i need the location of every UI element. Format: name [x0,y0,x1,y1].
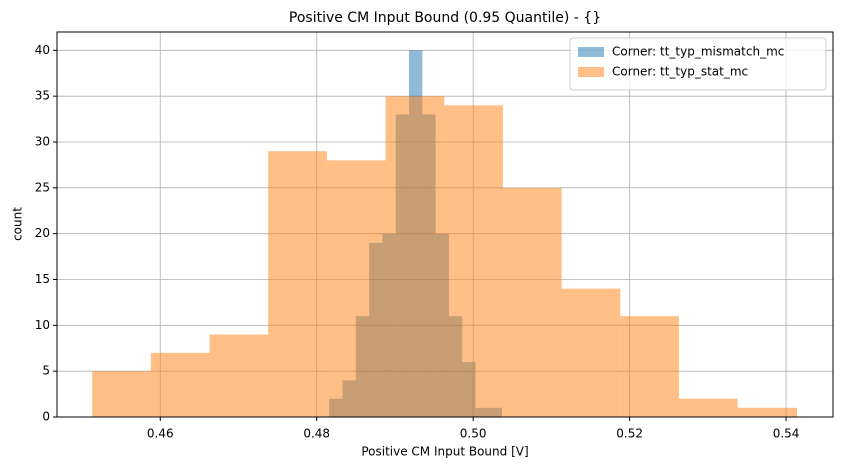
plot-frame [56,31,834,418]
y-tick-label: 35 [35,89,50,103]
chart-title: Positive CM Input Bound (0.95 Quantile) … [289,10,601,26]
bar [502,187,562,417]
y-tick-label: 25 [35,180,50,194]
x-tick-label: 0.52 [616,427,643,441]
y-tick-label: 30 [35,135,50,149]
bar [268,151,327,417]
bar [326,160,386,418]
y-tick-label: 5 [42,364,50,378]
x-tick-label: 0.50 [460,427,487,441]
x-tick-label: 0.48 [303,427,330,441]
y-tick-label: 20 [35,226,50,240]
bar [150,352,210,417]
legend-label: Corner: tt_typ_stat_mc [612,65,748,79]
bar [737,407,798,417]
bar [92,371,151,417]
y-axis-label: count [11,207,25,241]
legend-box [569,37,827,91]
x-tick-label: 0.54 [773,427,800,441]
y-tick-label: 10 [35,318,50,332]
x-tick-label: 0.46 [147,427,174,441]
y-tick-label: 0 [42,410,50,424]
bar [444,105,503,417]
bar [561,288,621,417]
bar [385,96,445,418]
legend-label: Corner: tt_typ_mismatch_mc [612,45,784,59]
legend-swatch [578,47,604,57]
bar [678,398,738,417]
legend-swatch [578,67,604,77]
y-tick-label: 40 [35,43,50,57]
x-axis-label: Positive CM Input Bound [V] [361,445,528,459]
y-tick-label: 15 [35,272,50,286]
bar [209,334,269,417]
bar [620,316,679,417]
